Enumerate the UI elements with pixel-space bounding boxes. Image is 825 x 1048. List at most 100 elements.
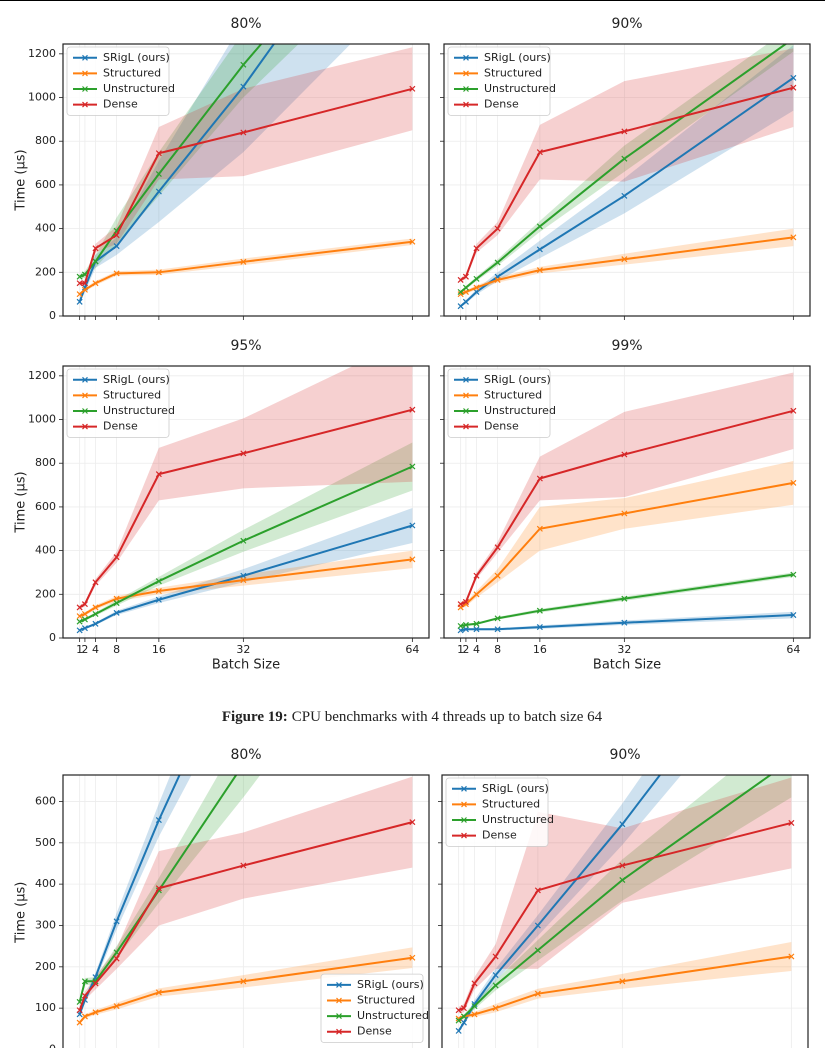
point-marker [76,1019,83,1026]
point-marker [457,276,464,283]
point-marker [534,947,541,954]
error-band [539,81,625,182]
point-marker [409,819,416,826]
legend-label: SRigL (ours) [103,51,170,64]
x-tick-label: 64 [405,643,419,656]
legend-marker [82,54,88,61]
x-tick-label: 16 [152,643,166,656]
point-marker [76,627,83,634]
y-tick-label: 400 [35,222,56,235]
y-tick-label: 1200 [28,369,56,382]
legend-marker [82,408,88,414]
error-band [116,447,159,563]
legend-marker [463,376,469,383]
legend-label: Dense [484,420,519,433]
point-marker [76,280,83,287]
point-marker [113,1003,120,1010]
error-band [243,550,413,586]
point-marker [92,610,99,617]
point-marker [788,819,795,826]
error-band [243,442,413,552]
point-marker [81,1013,88,1020]
y-tick-label: 600 [35,794,56,807]
x-tick-label: 2 [462,643,469,656]
point-marker [473,275,480,282]
legend-box [66,46,170,116]
point-marker [409,85,416,92]
chart: 80% 0 200 400 600 800 1000 1200 Time (µs) SRigL (… [14,16,430,322]
point-marker [76,1007,83,1014]
chart: 95% 0 200 400 600 800 1000 1200 12 4 8 16 32 64 Time (… [14,338,430,673]
point-marker [409,954,416,961]
legend: SRigL (ours) Structured Unstructured Dense [66,46,175,116]
point-marker [536,267,543,274]
legend-box [447,46,551,116]
point-marker [462,298,469,305]
point-marker [621,155,628,162]
point-marker [492,972,499,979]
error-band [537,859,623,961]
legend-marker [82,376,88,383]
x-tick-label: 8 [113,643,120,656]
y-tick-label: 800 [35,456,56,469]
point-marker [494,615,501,622]
y-tick-label: 200 [35,265,56,278]
legend-label: Unstructured [484,404,556,417]
point-marker [155,471,162,478]
y-axis-label: Time (µs) [14,882,29,944]
error-band [622,775,682,845]
x-tick-label: 64 [786,643,800,656]
caption: Figure 19: CPU benchmarks with 4 threads … [222,709,603,725]
legend-marker [336,1028,342,1035]
point-marker [462,598,469,605]
x-tick-label: 16 [533,643,547,656]
point-marker [113,270,120,277]
error-band [537,973,623,999]
y-tick-label: 200 [35,587,56,600]
legend-label: SRigL (ours) [484,51,551,64]
point-marker [155,989,162,996]
legend-label: Structured [103,66,161,79]
point-marker [409,406,416,413]
point-marker [460,1005,467,1012]
point-marker [155,588,162,595]
point-marker [790,407,797,414]
point-marker [473,620,480,627]
point-marker [534,922,541,929]
error-band [624,461,794,529]
point-marker [494,544,501,551]
point-marker [409,522,416,529]
point-marker [473,245,480,252]
error-band [624,372,794,498]
point-marker [455,1027,462,1034]
legend-label: Unstructured [103,404,175,417]
point-marker [473,284,480,291]
error-band [495,811,538,969]
legend-marker [461,785,467,792]
legend-marker [82,86,88,92]
point-marker [536,223,543,230]
legend-marker [463,392,469,399]
legend-box [320,973,424,1043]
point-marker [240,258,247,265]
point-marker [92,980,99,987]
legend-label: Dense [482,829,517,842]
point-marker [462,284,469,291]
point-marker [92,604,99,611]
point-marker [81,625,88,632]
point-marker [536,246,543,253]
point-marker [473,626,480,633]
point-marker [492,953,499,960]
axes-frame [62,774,430,1048]
point-marker [92,245,99,252]
chart-title: 90% [609,747,640,763]
point-marker [113,609,120,616]
point-marker [240,978,247,985]
error-band [622,777,792,903]
caption-text: CPU benchmarks with 4 threads up to batc… [292,709,603,725]
point-marker [76,273,83,280]
x-tick-label: 32 [236,643,250,656]
point-marker [240,83,247,90]
